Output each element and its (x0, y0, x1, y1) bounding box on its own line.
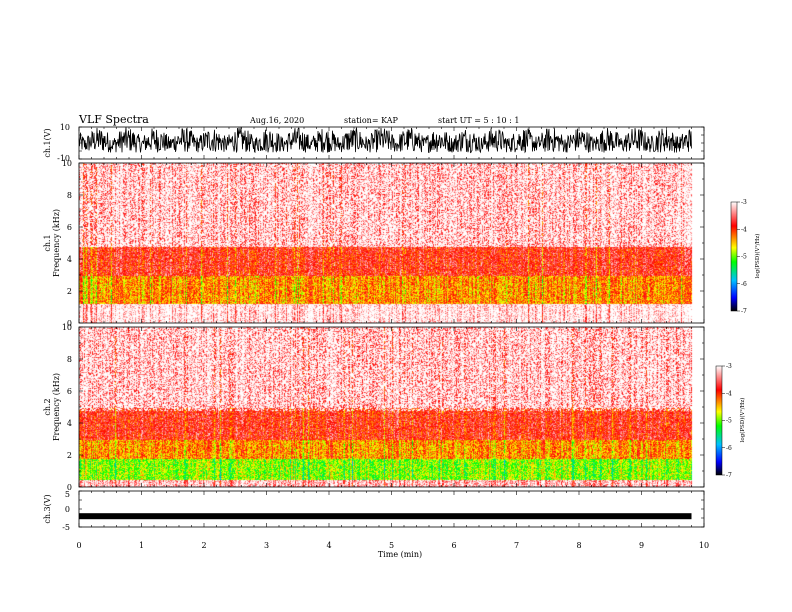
x-tick-label: 5 (389, 541, 394, 550)
ch2-spectrogram-panel: 0 2 4 6 8 10 ch.2 Frequency (kHz) (43, 323, 705, 492)
x-axis-tick-labels: 0 1 2 3 4 5 6 7 8 9 10 (76, 541, 709, 550)
x-tick-label: 1 (139, 541, 144, 550)
colorbar-tick-label: -4 (726, 390, 732, 397)
x-tick-label: 7 (514, 541, 519, 550)
ch2-spectrogram-ylabel: Frequency (kHz) (52, 373, 61, 441)
x-tick-label: 9 (639, 541, 644, 550)
y-tick-label: 4 (67, 255, 72, 264)
ch3-ytick-bottom: -5 (62, 523, 70, 532)
date-label: Aug.16, 2020 (249, 116, 304, 125)
ch1-colorbar: -3 -4 -5 -6 -7 log(PSD)(V²/Hz) (730, 199, 761, 315)
station-label: station= KAP (344, 116, 399, 125)
x-tick-label: 4 (326, 541, 331, 550)
y-tick-label: 10 (62, 323, 72, 332)
y-tick-label: 2 (67, 451, 72, 460)
ch1-ytick-bottom: -10 (57, 154, 70, 163)
colorbar-tick-label: -6 (726, 445, 732, 452)
ch3-waveform-line (79, 513, 692, 520)
colorbar-tick-label: -7 (741, 308, 747, 315)
ch2-spectrogram-image (79, 327, 704, 487)
y-tick-label: 8 (67, 355, 72, 364)
ch3-waveform-panel: 5 0 -5 ch.3(V) (43, 490, 705, 532)
y-tick-label: 8 (67, 191, 72, 200)
ch1-ytick-top: 10 (60, 123, 70, 132)
x-tick-label: 6 (451, 541, 456, 550)
y-tick-label: 4 (67, 419, 72, 428)
start-time-label: start UT = 5 : 10 : 1 (438, 116, 519, 125)
x-tick-label: 10 (699, 541, 709, 550)
ch2-colorbar-label: log(PSD)(V²/Hz) (739, 398, 746, 443)
ch1-colorbar-label: log(PSD)(V²/Hz) (754, 234, 761, 279)
colorbar-tick-label: -3 (741, 199, 747, 206)
ch1-spectrogram-image (79, 163, 704, 323)
y-tick-label: 10 (62, 159, 72, 168)
x-tick-label: 8 (576, 541, 581, 550)
x-axis-label: Time (min) (378, 550, 422, 559)
figure-title: VLF Spectra (78, 113, 149, 126)
ch2-colorbar-gradient (715, 365, 723, 476)
colorbar-tick-label: -4 (741, 226, 747, 233)
y-tick-label: 6 (67, 223, 72, 232)
ch2-colorbar: -3 -4 -5 -6 -7 log(PSD)(V²/Hz) (715, 363, 746, 479)
ch1-waveform-panel: 10 -10 ch.1(V) (43, 123, 705, 163)
colorbar-tick-label: -7 (726, 472, 732, 479)
y-tick-label: 2 (67, 287, 72, 296)
y-tick-label: 0 (67, 483, 72, 492)
ch1-spectrogram-ylabel-channel: ch.1 (43, 234, 52, 251)
ch1-spectrogram-panel: 0 2 4 6 8 10 ch.1 Frequency (kHz) (43, 159, 705, 328)
ch3-waveform-ylabel: ch.3(V) (43, 494, 52, 523)
ch3-waveform-frame (78, 490, 705, 528)
y-tick-label: 0 (67, 319, 72, 328)
x-tick-label: 2 (201, 541, 206, 550)
ch3-ytick-mid: 0 (65, 505, 70, 514)
ch1-spectrogram-ylabel: Frequency (kHz) (52, 209, 61, 277)
ch1-waveform-line (78, 127, 692, 154)
ch3-ytick-top: 5 (65, 490, 70, 499)
ch1-waveform-ylabel: ch.1(V) (43, 128, 52, 157)
colorbar-tick-label: -5 (726, 418, 732, 425)
colorbar-tick-label: -3 (726, 363, 732, 370)
x-tick-label: 0 (76, 541, 81, 550)
colorbar-tick-label: -6 (741, 281, 747, 288)
x-tick-label: 3 (264, 541, 269, 550)
ch1-colorbar-gradient (730, 201, 738, 312)
y-tick-label: 6 (67, 387, 72, 396)
ch2-spectrogram-ylabel-channel: ch.2 (43, 398, 52, 415)
colorbar-tick-label: -5 (741, 254, 747, 261)
